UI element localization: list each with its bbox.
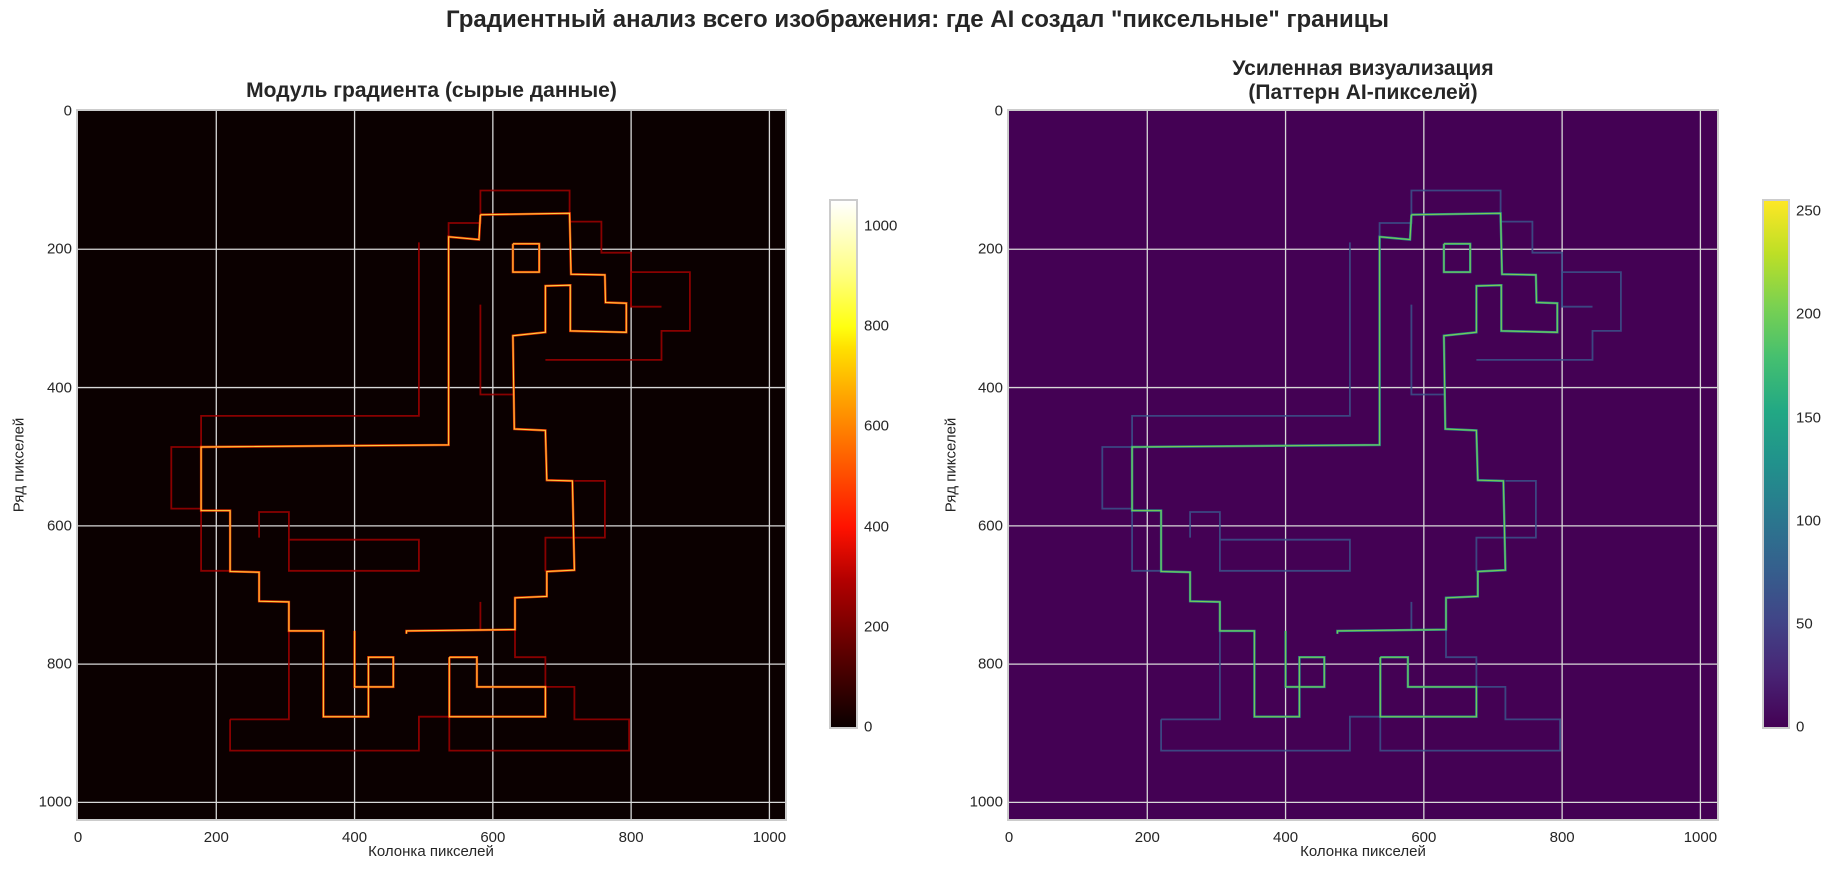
right-plot-title-line1: Усиленная визуализация xyxy=(1232,57,1494,80)
y-tick-label: 800 xyxy=(46,655,72,673)
edge-outline xyxy=(511,242,541,274)
x-tick-label: 0 xyxy=(1004,829,1014,846)
edge-outline xyxy=(544,479,606,572)
edge-outline xyxy=(479,304,513,396)
edge-outline xyxy=(1379,656,1477,718)
edge-outline xyxy=(1476,271,1622,361)
edge-outline xyxy=(1336,212,1559,634)
x-tick-label: 200 xyxy=(1134,829,1160,846)
x-tick-label: 800 xyxy=(1549,829,1575,846)
y-tick-label: 400 xyxy=(977,379,1003,397)
colorbar-tick-label: 0 xyxy=(1796,718,1805,736)
edge-outline xyxy=(1131,214,1412,718)
left-heatmap-plot xyxy=(76,109,787,821)
right-plot-title-line2: (Паттерн AI-пикселей) xyxy=(1248,81,1478,104)
y-tick-label: 1000 xyxy=(969,793,1003,811)
edge-outline xyxy=(1443,243,1471,273)
colorbar-tick-label: 400 xyxy=(864,518,890,536)
right-heatmap-plot xyxy=(1007,109,1719,821)
colorbar-tick-label: 600 xyxy=(864,417,890,435)
edge-outline xyxy=(1445,601,1478,687)
edge-outline xyxy=(545,271,691,361)
y-tick-label: 600 xyxy=(977,517,1003,535)
y-tick-label: 400 xyxy=(46,379,72,397)
y-tick-label: 0 xyxy=(63,102,72,120)
edge-outline xyxy=(200,214,481,718)
left-heatmap-canvas xyxy=(78,111,785,819)
y-tick-label: 200 xyxy=(46,240,72,258)
edge-outline xyxy=(448,656,546,718)
x-tick-label: 400 xyxy=(1273,829,1299,846)
right-plot-title: Усиленная визуализация (Паттерн AI-пиксе… xyxy=(1008,57,1718,105)
right-colorbar xyxy=(1762,199,1790,729)
edge-outline xyxy=(514,601,547,687)
edge-outline xyxy=(199,214,482,718)
x-tick-label: 600 xyxy=(480,829,506,846)
edge-outline xyxy=(1442,242,1472,274)
edge-outline xyxy=(1410,304,1444,396)
colorbar-tick-label: 50 xyxy=(1796,615,1813,633)
edge-outline xyxy=(1378,189,1563,307)
edge-outline xyxy=(170,242,420,572)
edge-outline xyxy=(1475,479,1537,572)
right-y-axis-label: Ряд пикселей xyxy=(942,417,960,513)
left-colorbar xyxy=(829,199,858,729)
y-tick-label: 600 xyxy=(46,517,72,535)
edge-outline xyxy=(229,686,630,752)
edge-outline xyxy=(447,189,632,307)
colorbar-tick-label: 1000 xyxy=(864,217,898,235)
x-tick-label: 200 xyxy=(203,829,229,846)
edge-outline xyxy=(1189,511,1351,572)
x-tick-label: 1000 xyxy=(752,829,787,846)
colorbar-tick-label: 200 xyxy=(1796,305,1822,323)
edge-outline xyxy=(1336,212,1558,634)
edge-outline xyxy=(1130,214,1413,718)
x-tick-label: 800 xyxy=(618,829,644,846)
y-tick-label: 800 xyxy=(977,655,1003,673)
edge-outline xyxy=(1160,686,1561,752)
x-tick-label: 1000 xyxy=(1683,829,1718,846)
colorbar-tick-label: 100 xyxy=(1796,512,1822,530)
edge-outline xyxy=(258,511,420,572)
colorbar-tick-label: 250 xyxy=(1796,202,1822,220)
figure-suptitle: Градиентный анализ всего изображения: гд… xyxy=(446,6,1389,33)
right-heatmap-canvas xyxy=(1009,111,1717,819)
y-tick-label: 0 xyxy=(994,102,1003,120)
colorbar-tick-label: 150 xyxy=(1796,409,1822,427)
x-tick-label: 0 xyxy=(73,829,83,846)
colorbar-tick-label: 0 xyxy=(864,718,873,736)
edge-outline xyxy=(405,212,628,634)
colorbar-tick-label: 800 xyxy=(864,317,890,335)
edge-outline xyxy=(230,630,290,721)
edge-outline xyxy=(512,243,540,273)
edge-outline xyxy=(405,212,627,634)
x-tick-label: 400 xyxy=(342,829,368,846)
right-x-axis-label: Колонка пикселей xyxy=(1300,843,1426,860)
edge-outline xyxy=(1101,242,1351,572)
edge-outline xyxy=(1161,630,1221,721)
x-tick-label: 600 xyxy=(1411,829,1437,846)
left-x-axis-label: Колонка пикселей xyxy=(368,843,494,860)
left-plot-title: Модуль градиента (сырые данные) xyxy=(246,79,617,102)
y-tick-label: 1000 xyxy=(38,793,72,811)
left-y-axis-label: Ряд пикселей xyxy=(10,417,28,513)
y-tick-label: 200 xyxy=(977,240,1003,258)
colorbar-tick-label: 200 xyxy=(864,618,890,636)
